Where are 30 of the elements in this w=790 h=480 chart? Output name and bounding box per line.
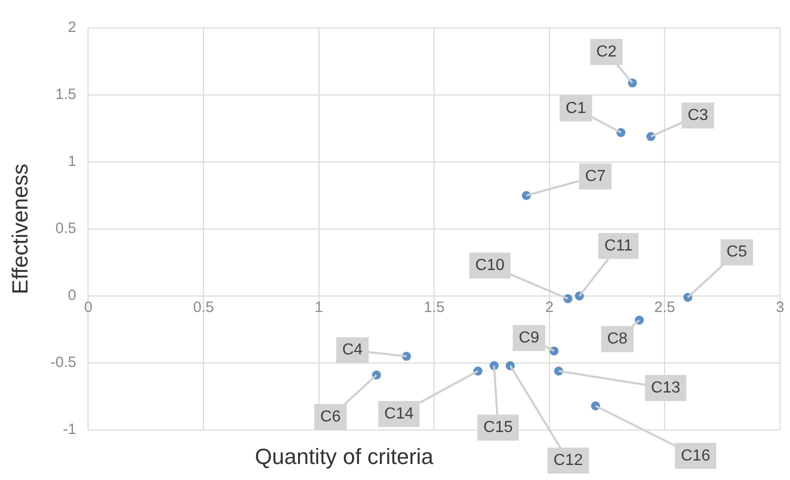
annotation: C4 bbox=[342, 342, 363, 359]
x-tick-label: 1 bbox=[314, 299, 324, 316]
annotation: C15 bbox=[483, 419, 513, 436]
y-tick-label: 0.5 bbox=[55, 220, 76, 238]
annotation: C16 bbox=[680, 447, 710, 464]
annotation: C11 bbox=[604, 237, 633, 254]
annotation: C1 bbox=[566, 100, 586, 117]
y-tick-label: 0 bbox=[68, 287, 76, 304]
annotation: C14 bbox=[384, 405, 414, 422]
annotation: C7 bbox=[585, 168, 606, 185]
x-tick-label: 2 bbox=[545, 299, 554, 316]
x-tick-label: 0 bbox=[84, 299, 92, 316]
annotation: C12 bbox=[554, 452, 583, 470]
x-tick-label: 1.5 bbox=[424, 299, 445, 316]
x-axis-title: Quantity of criteria bbox=[254, 444, 434, 470]
annotation: C13 bbox=[650, 379, 680, 396]
x-tick-label: 0.5 bbox=[193, 299, 214, 316]
y-tick-label: 2 bbox=[68, 19, 76, 36]
y-axis-title: Effectiveness bbox=[7, 164, 32, 294]
y-tick-label: 1 bbox=[68, 153, 76, 170]
y-tick-label: -0.5 bbox=[50, 354, 76, 372]
x-tick-label: 3 bbox=[776, 299, 784, 316]
annotation: C5 bbox=[726, 244, 748, 261]
annotation: C6 bbox=[320, 408, 341, 426]
annotation: C10 bbox=[475, 257, 505, 274]
x-tick-label: 2.5 bbox=[654, 299, 676, 316]
y-tick-label: -1 bbox=[62, 421, 76, 438]
annotation: C2 bbox=[596, 43, 617, 60]
annotation: C3 bbox=[688, 106, 708, 124]
y-tick-label: 1.5 bbox=[55, 86, 76, 104]
